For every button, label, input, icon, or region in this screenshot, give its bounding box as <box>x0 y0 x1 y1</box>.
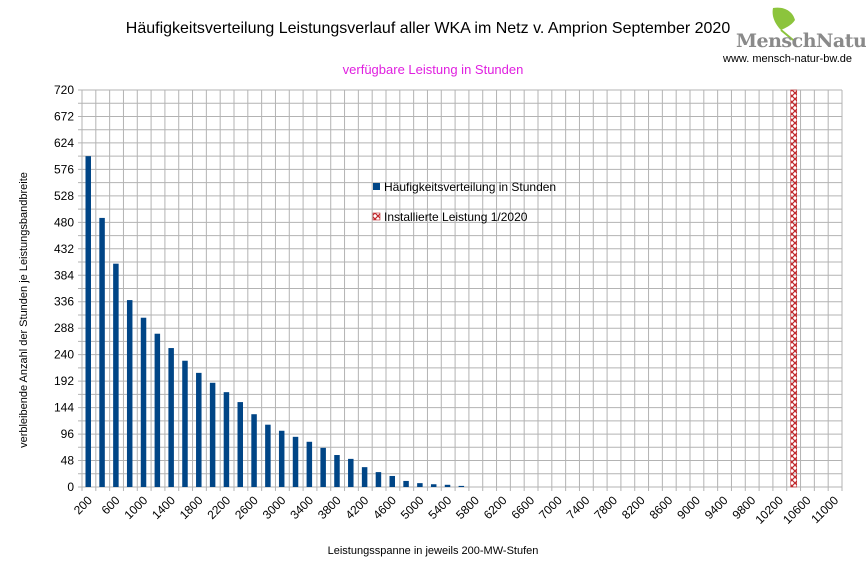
x-tick-label: 10600 <box>780 493 814 527</box>
bar <box>140 317 147 487</box>
website-url: www. mensch-natur-bw.de <box>723 53 852 65</box>
logo-text: MenschNatur <box>736 30 866 52</box>
y-tick-label: 624 <box>54 136 74 150</box>
bar <box>334 455 340 487</box>
bar <box>113 263 119 487</box>
bar <box>444 484 451 487</box>
x-tick-label: 11000 <box>808 493 841 526</box>
x-tick-label: 1800 <box>177 493 206 522</box>
bar <box>389 475 395 487</box>
x-tick-label: 5800 <box>453 493 482 522</box>
y-tick-label: 0 <box>67 480 74 494</box>
x-tick-label: 9400 <box>702 493 731 522</box>
bar <box>265 424 271 487</box>
bar <box>278 430 285 487</box>
x-tick-label: 8200 <box>619 493 648 522</box>
bar <box>223 392 230 487</box>
bar <box>430 484 437 487</box>
y-tick-label: 384 <box>54 268 74 282</box>
x-tick-label: 6200 <box>481 493 510 522</box>
bar <box>403 480 409 487</box>
x-tick-label: 1400 <box>149 493 178 522</box>
x-tick-label: 600 <box>99 493 123 517</box>
bar <box>320 447 326 487</box>
y-tick-label: 240 <box>54 348 74 362</box>
y-tick-label: 192 <box>54 374 74 388</box>
bar <box>292 436 299 487</box>
bar <box>375 472 382 487</box>
y-tick-label: 96 <box>61 427 75 441</box>
y-tick-label: 288 <box>54 321 74 335</box>
y-tick-label: 528 <box>54 189 74 203</box>
x-tick-label: 8600 <box>647 493 676 522</box>
y-tick-label: 336 <box>54 295 74 309</box>
x-tick-label: 6600 <box>508 493 537 522</box>
x-tick-label: 10200 <box>752 493 786 527</box>
y-tick-label: 720 <box>54 83 74 97</box>
bar <box>361 467 368 487</box>
ginkgo-leaf-logo-icon <box>772 7 795 41</box>
bar <box>458 485 465 487</box>
legend-swatch-installed <box>372 212 381 221</box>
x-tick-label: 7000 <box>536 493 565 522</box>
bar <box>348 458 354 487</box>
bar <box>417 483 423 487</box>
x-tick-label: 3800 <box>315 493 344 522</box>
legend-label-frequency: Häufigkeitsverteilung in Stunden <box>384 180 556 194</box>
bar <box>154 333 161 487</box>
x-tick-label: 2600 <box>232 493 261 522</box>
y-tick-label: 144 <box>54 401 74 415</box>
y-tick-label: 480 <box>54 215 74 229</box>
bar <box>99 217 105 487</box>
bar <box>251 414 257 487</box>
x-tick-label: 7800 <box>591 493 620 522</box>
chart-title: Häufigkeitsverteilung Leistungsverlauf a… <box>125 20 731 37</box>
x-tick-label: 9000 <box>674 493 703 522</box>
bar <box>209 382 216 487</box>
y-tick-label: 576 <box>54 162 74 176</box>
y-tick-label: 48 <box>61 454 75 468</box>
legend-swatch-frequency <box>373 183 380 190</box>
x-tick-label: 200 <box>71 493 95 517</box>
x-tick-label: 5400 <box>426 493 455 522</box>
bar <box>168 348 174 487</box>
x-axis-label: Leistungsspanne in jeweils 200-MW-Stufen <box>327 545 539 557</box>
x-tick-label: 5000 <box>398 493 427 522</box>
legend-label-installed: Installierte Leistung 1/2020 <box>384 210 528 224</box>
chart-subtitle: verfügbare Leistung in Stunden <box>342 62 524 77</box>
x-tick-label: 1000 <box>122 493 151 522</box>
x-tick-label: 3400 <box>287 493 316 522</box>
bar <box>237 402 243 487</box>
bar <box>182 360 188 487</box>
y-tick-label: 432 <box>54 242 74 256</box>
bar <box>85 156 91 487</box>
y-tick-label: 672 <box>54 109 74 123</box>
bar <box>126 300 133 487</box>
x-tick-label: 4200 <box>343 493 372 522</box>
x-tick-label: 2200 <box>204 493 233 522</box>
x-tick-label: 3000 <box>260 493 289 522</box>
installed-capacity-bar <box>790 89 798 488</box>
x-tick-label: 7400 <box>564 493 593 522</box>
x-tick-label: 4600 <box>370 493 399 522</box>
bar <box>306 441 313 487</box>
bar <box>196 372 202 487</box>
